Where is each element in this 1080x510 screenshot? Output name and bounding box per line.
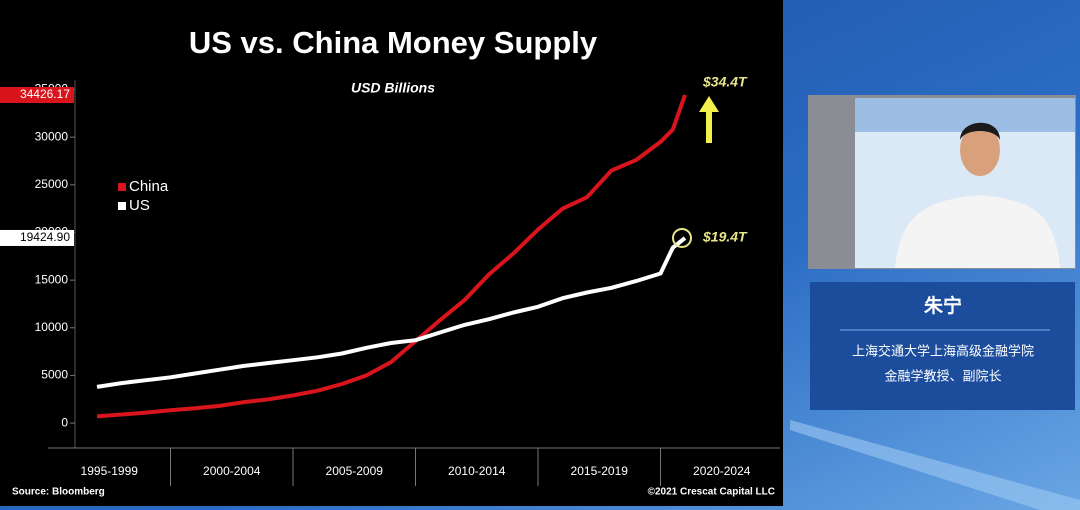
chart-panel	[0, 0, 783, 506]
x-tick-label: 2010-2014	[448, 464, 506, 478]
value-label: 34426.17	[20, 87, 70, 101]
series-line	[96, 94, 687, 419]
x-tick-label: 2005-2009	[326, 464, 384, 478]
speaker-body	[895, 195, 1060, 268]
speaker-name: 朱宁	[924, 294, 962, 317]
name-card	[810, 282, 1075, 410]
y-tick-label: 25000	[35, 177, 69, 191]
series-line	[96, 236, 687, 389]
legend-swatch	[118, 183, 126, 191]
y-tick-label: 5000	[41, 368, 68, 382]
chart: US vs. China Money Supply USD Billions S…	[0, 25, 780, 498]
copyright: ©2021 Crescat Capital LLC	[648, 487, 775, 498]
annotation: $19.4T	[702, 229, 748, 245]
video-backdrop-band	[855, 98, 1075, 132]
x-tick-label: 2000-2004	[203, 464, 261, 478]
y-tick-label: 15000	[35, 272, 69, 286]
legend-label: China	[129, 178, 169, 195]
speaker-affiliation: 上海交通大学上海高级金融学院	[852, 343, 1034, 358]
speaker-hair	[960, 122, 1000, 140]
y-tick-label: 0	[61, 415, 68, 429]
speaker-panel: 朱宁 上海交通大学上海高级金融学院 金融学教授、副院长	[808, 95, 1076, 410]
y-tick-label: 30000	[35, 129, 69, 143]
x-tick-label: 1995-1999	[81, 464, 139, 478]
legend-swatch	[118, 202, 126, 210]
legend-label: US	[129, 197, 150, 214]
speaker-position: 金融学教授、副院长	[884, 368, 1001, 383]
chart-title: US vs. China Money Supply	[189, 25, 598, 60]
highlight-circle	[672, 227, 692, 248]
chart-subtitle: USD Billions	[351, 80, 435, 96]
value-tag	[0, 229, 74, 246]
y-tick-label: 10000	[35, 320, 69, 334]
source: Source: Bloomberg	[12, 487, 105, 498]
value-label: 19424.90	[20, 230, 70, 244]
decor-streak	[790, 420, 1080, 510]
speaker-head	[960, 124, 1000, 176]
x-tick-label: 2015-2019	[571, 464, 629, 478]
up-arrow	[699, 96, 719, 143]
x-tick-label: 2020-2024	[693, 464, 751, 478]
value-tag	[0, 86, 74, 103]
annotation: $34.4T	[702, 74, 748, 90]
